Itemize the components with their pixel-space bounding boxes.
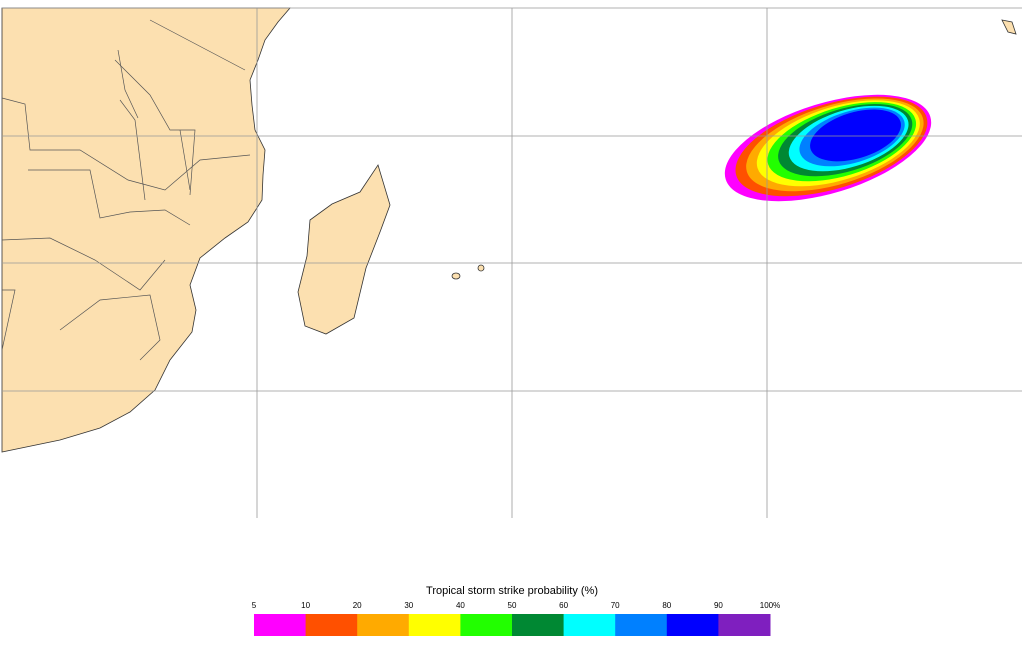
colorbar-tick-label: 30 [404, 601, 413, 610]
reunion [451, 272, 461, 280]
colorbar: 5 10 20 30 40 50 60 70 80 90 100% [252, 601, 780, 636]
colorbar-tick-label: 70 [611, 601, 620, 610]
colorbar-tick-label: 80 [662, 601, 671, 610]
colorbar-tick-label: 60 [559, 601, 568, 610]
colorbar-tick-label: 90 [714, 601, 723, 610]
colorbar-tick-label: 5 [252, 601, 257, 610]
contour [810, 109, 901, 162]
africa [1, 7, 291, 453]
colorbar-tick-label: 10 [301, 601, 310, 610]
colorbar-box [305, 614, 358, 636]
madagascar [297, 164, 391, 335]
graticule [2, 7, 1022, 518]
colorbar-box [357, 614, 410, 636]
probability-area [724, 94, 932, 202]
islet [1001, 19, 1017, 35]
map [1, 7, 1017, 453]
colorbar-box [460, 614, 513, 636]
colorbar-box [615, 614, 668, 636]
mauritius [477, 264, 485, 272]
legend-title: Tropical storm strike probability (%) [426, 585, 598, 597]
colorbar-box [563, 614, 616, 636]
colorbar-tick-label: 100% [760, 601, 780, 610]
colorbar-tick-label: 20 [353, 601, 362, 610]
colorbar-box [666, 614, 719, 636]
lakes [117, 49, 191, 191]
colorbar-box [254, 614, 307, 636]
colorbar-tick-label: 40 [456, 601, 465, 610]
colorbar-box [718, 614, 771, 636]
colorbar-tick-label: 50 [508, 601, 517, 610]
storm-contours [724, 94, 932, 202]
colorbar-box [512, 614, 565, 636]
colorbar-box [408, 614, 461, 636]
borders [1, 19, 251, 361]
